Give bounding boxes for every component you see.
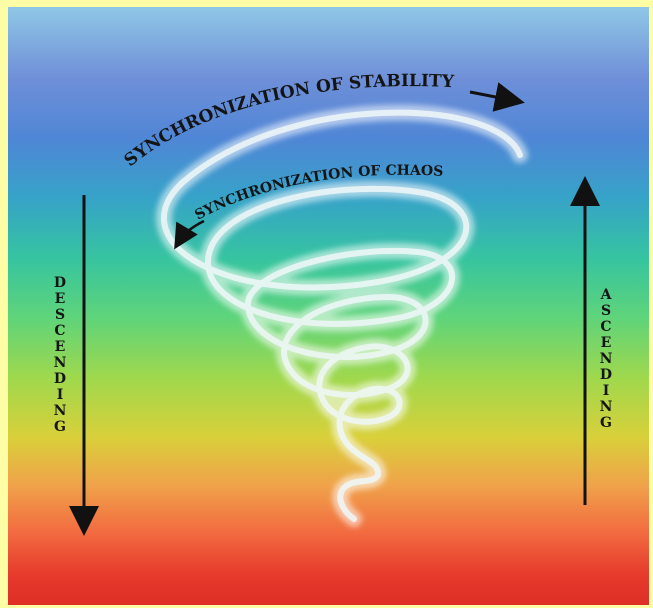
label-descending: DESCENDING xyxy=(53,275,67,435)
spectrum-background: SYNCHRONIZATION OF STABILITY SYNCHRONIZA… xyxy=(8,7,649,605)
spiral-diagram: SYNCHRONIZATION OF STABILITY SYNCHRONIZA… xyxy=(69,71,600,536)
spiral-core xyxy=(160,109,523,522)
chaos-arrow xyxy=(174,219,205,250)
label-ascending: ASCENDING xyxy=(599,287,613,431)
stability-arrow xyxy=(469,82,525,112)
spiral-vortex xyxy=(155,104,528,527)
